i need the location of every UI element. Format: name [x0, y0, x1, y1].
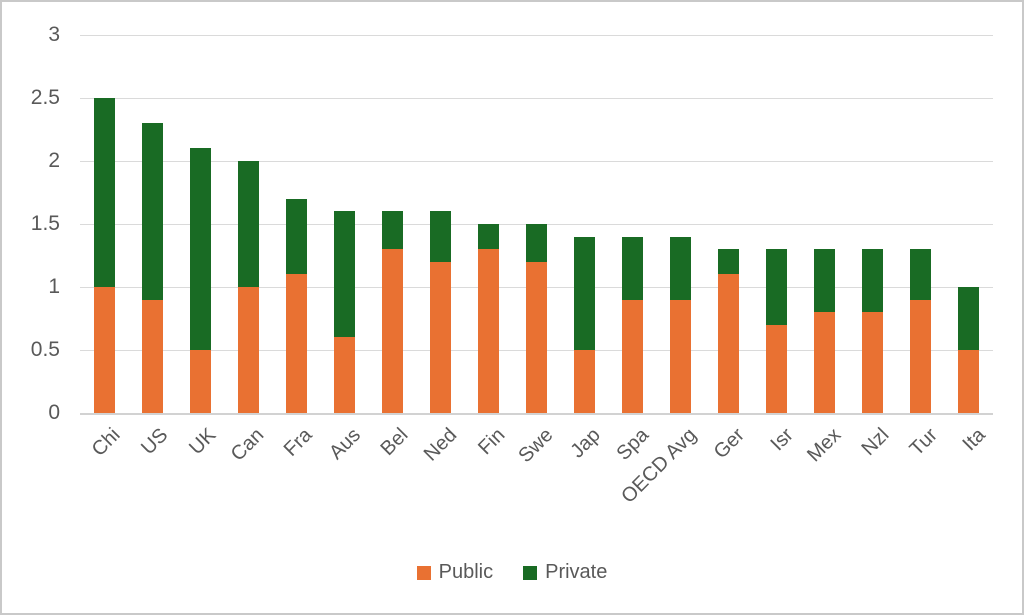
x-axis-category-label: Bel	[376, 424, 413, 460]
gridline	[80, 160, 993, 162]
bar-segment-private	[622, 236, 644, 300]
x-axis-category-label: Jap	[566, 424, 606, 463]
bar-segment-public	[958, 350, 980, 413]
gridline	[80, 34, 993, 36]
bar-segment-public	[910, 299, 932, 413]
bar-segment-private	[93, 98, 115, 287]
bar-segment-private	[381, 211, 403, 250]
bar-segment-public	[93, 287, 115, 413]
x-axis-category-label: Fra	[280, 424, 317, 461]
bar-segment-private	[670, 236, 692, 300]
bar-segment-public	[670, 299, 692, 413]
x-axis-category-label: US	[137, 424, 173, 460]
x-axis-category-label: Aus	[324, 424, 365, 464]
x-axis-category-label: Ita	[958, 424, 990, 456]
bar-segment-public	[622, 299, 644, 413]
x-axis-category-label: Fin	[473, 424, 510, 460]
legend: Public Private	[2, 561, 1022, 584]
bar-segment-public	[381, 249, 403, 413]
legend-label-private: Private	[545, 561, 608, 583]
x-axis-line	[80, 413, 993, 415]
bar-segment-private	[477, 224, 499, 250]
x-axis-category-label: Isr	[766, 424, 798, 456]
legend-label-public: Public	[438, 561, 494, 583]
x-axis-category-label: Ned	[419, 424, 461, 466]
bar-segment-private	[189, 148, 211, 350]
x-axis-category-label: Chi	[87, 424, 125, 461]
bar-segment-public	[814, 312, 836, 413]
bar-segment-public	[285, 274, 307, 413]
x-axis-category-label: Swe	[513, 424, 558, 468]
bar-segment-private	[237, 161, 259, 287]
bar-segment-private	[766, 249, 788, 325]
bar-segment-private	[526, 224, 547, 262]
x-axis-category-label: Ger	[710, 424, 750, 464]
bar-segment-public	[429, 261, 451, 413]
x-axis-category-label: Mex	[803, 424, 846, 467]
bar-segment-private	[910, 249, 932, 300]
y-axis-tick-label: 3	[48, 23, 60, 46]
gridline	[80, 97, 993, 99]
legend-item-private: Private	[523, 561, 607, 584]
bar-segment-public	[766, 324, 788, 413]
bar-segment-private	[429, 211, 451, 262]
bar-segment-private	[814, 249, 836, 313]
bar-segment-public	[189, 350, 211, 413]
bar-segment-public	[526, 261, 547, 413]
legend-item-public: Public	[416, 561, 494, 584]
bar-segment-public	[718, 274, 740, 413]
x-axis-category-label: Can	[227, 424, 269, 466]
legend-swatch-private-icon	[523, 565, 538, 580]
bar-segment-public	[141, 299, 163, 413]
bar-segment-private	[333, 211, 355, 338]
bar-segment-private	[574, 236, 596, 350]
bar-segment-private	[718, 249, 740, 275]
bar-segment-public	[237, 287, 259, 413]
bar-segment-public	[862, 312, 884, 413]
bar-segment-private	[862, 249, 884, 313]
y-axis-tick-label: 0.5	[30, 338, 60, 361]
bar-segment-public	[477, 249, 499, 413]
x-axis-category-label: Nzl	[857, 424, 894, 460]
y-axis-tick-label: 2	[48, 149, 60, 172]
x-axis-category-label: UK	[185, 424, 221, 460]
bar-segment-public	[333, 337, 355, 413]
x-axis-category-label: Tur	[905, 424, 942, 461]
y-axis-tick-label: 2.5	[30, 86, 60, 109]
y-axis-tick-label: 1.5	[30, 212, 60, 235]
bar-segment-public	[574, 350, 596, 413]
legend-swatch-public-icon	[416, 565, 431, 580]
y-axis-tick-label: 1	[48, 275, 60, 298]
bar-segment-private	[958, 287, 980, 350]
bar-segment-private	[141, 123, 163, 300]
y-axis-tick-label: 0	[48, 401, 60, 424]
bar-segment-private	[285, 198, 307, 275]
x-axis-category-label: Spa	[612, 424, 654, 465]
